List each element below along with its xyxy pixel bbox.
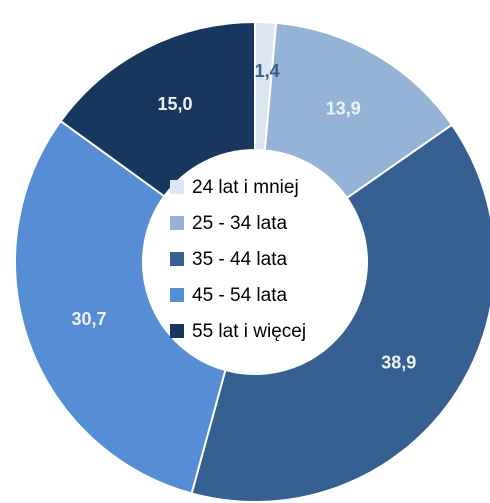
legend-swatch — [170, 324, 184, 338]
legend-label: 45 - 54 lata — [192, 285, 287, 306]
data-label: 38,9 — [381, 352, 416, 372]
data-label: 13,9 — [326, 98, 361, 118]
donut-segment — [14, 119, 227, 495]
donut-segment — [190, 123, 490, 503]
legend-swatch — [170, 252, 184, 266]
data-label: 30,7 — [71, 309, 106, 329]
data-label: 1,4 — [255, 61, 280, 81]
donut-segment — [263, 21, 454, 200]
legend-swatch — [170, 216, 184, 230]
legend-label: 24 lat i mniej — [192, 177, 299, 198]
data-label: 15,0 — [158, 94, 193, 114]
legend-swatch — [170, 180, 184, 194]
legend-label: 25 - 34 lata — [192, 213, 287, 234]
donut-segment — [59, 20, 256, 198]
legend-swatch — [170, 288, 184, 302]
legend-label: 35 - 44 lata — [192, 249, 287, 270]
legend-label: 55 lat i więcej — [192, 321, 306, 342]
